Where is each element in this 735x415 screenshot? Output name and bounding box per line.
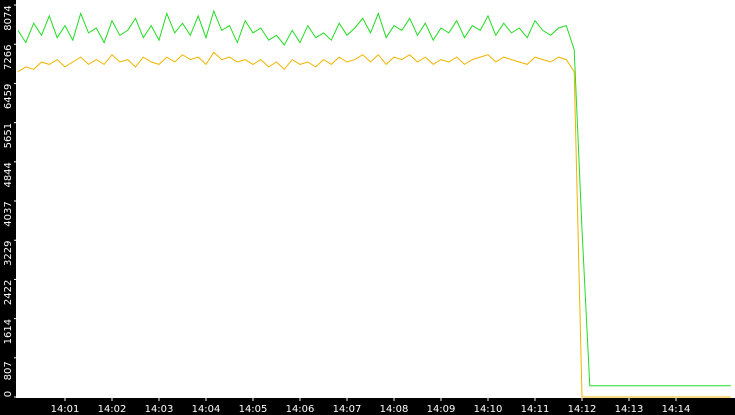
y-tick-label: 4844	[3, 162, 14, 187]
y-axis-bar	[0, 0, 16, 415]
series-line	[17, 9, 731, 387]
x-tick-label: 14:06	[286, 404, 315, 415]
y-tick-label: 2422	[3, 280, 14, 305]
x-tick-label: 14:07	[333, 404, 362, 415]
x-tick-label: 14:02	[98, 404, 127, 415]
x-tick-label: 14:05	[239, 404, 268, 415]
x-tick-label: 14:14	[662, 404, 691, 415]
y-tick-label: 0	[3, 391, 14, 397]
x-tick-label: 14:01	[51, 404, 80, 415]
y-tick-label: 5651	[3, 123, 14, 148]
x-tick-label: 14:13	[615, 404, 644, 415]
x-tick-label: 14:10	[474, 404, 503, 415]
x-tick-label: 14:12	[568, 404, 597, 415]
x-tick-label: 14:03	[145, 404, 174, 415]
y-tick-label: 7266	[3, 45, 14, 70]
y-tick-label: 6459	[3, 84, 14, 109]
y-tick-label: 4037	[3, 201, 14, 226]
series-line	[17, 51, 731, 398]
y-tick-label: 8074	[3, 5, 14, 30]
y-tick-label: 1614	[3, 319, 14, 344]
x-tick-label: 14:11	[521, 404, 550, 415]
x-axis-bar	[0, 398, 735, 415]
x-tick-label: 14:04	[192, 404, 221, 415]
x-tick-label: 14:08	[380, 404, 409, 415]
y-tick-label: 807	[3, 361, 14, 380]
y-tick-label: 3229	[3, 241, 14, 266]
x-tick-label: 14:09	[427, 404, 456, 415]
